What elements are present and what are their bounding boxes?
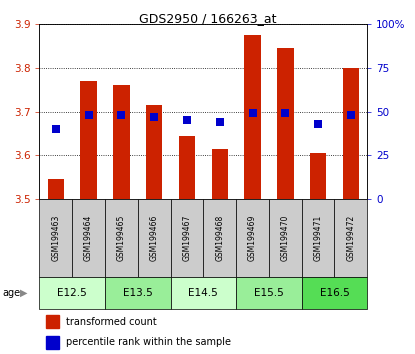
Text: E16.5: E16.5 [320, 288, 349, 298]
Bar [179, 136, 195, 199]
Text: transformed count: transformed count [66, 316, 156, 326]
Text: E12.5: E12.5 [57, 288, 87, 298]
Point [184, 118, 190, 123]
Text: GSM199467: GSM199467 [183, 215, 191, 261]
Text: GSM199471: GSM199471 [314, 215, 322, 261]
Bar [171, 199, 203, 277]
Text: age: age [2, 288, 20, 298]
Bar [269, 199, 302, 277]
Bar [113, 85, 129, 199]
Text: GSM199468: GSM199468 [215, 215, 224, 261]
Bar [105, 199, 138, 277]
Text: GSM199469: GSM199469 [248, 215, 257, 261]
Bar [212, 149, 228, 199]
Text: GSM199463: GSM199463 [51, 215, 60, 261]
Bar [46, 336, 59, 349]
Bar [171, 277, 236, 309]
Text: GSM199465: GSM199465 [117, 215, 126, 261]
Point [217, 119, 223, 125]
Bar [46, 315, 59, 328]
Text: GSM199470: GSM199470 [281, 215, 290, 261]
Point [315, 121, 321, 127]
Text: ▶: ▶ [20, 288, 27, 298]
Text: GSM199464: GSM199464 [84, 215, 93, 261]
Point [348, 112, 354, 118]
Text: percentile rank within the sample: percentile rank within the sample [66, 337, 231, 347]
Bar [310, 153, 326, 199]
Bar [203, 199, 236, 277]
Text: GSM199472: GSM199472 [347, 215, 355, 261]
Bar [236, 199, 269, 277]
Point [52, 126, 59, 132]
Text: E15.5: E15.5 [254, 288, 284, 298]
Point [85, 112, 92, 118]
Bar [81, 81, 97, 199]
Point [282, 110, 289, 116]
Point [151, 114, 158, 120]
Text: GSM199466: GSM199466 [150, 215, 159, 261]
Bar [277, 48, 293, 199]
Bar [334, 199, 367, 277]
Bar [302, 277, 367, 309]
Point [249, 110, 256, 116]
Text: GDS2950 / 166263_at: GDS2950 / 166263_at [139, 12, 276, 25]
Bar [48, 179, 64, 199]
Bar [302, 199, 334, 277]
Bar [146, 105, 162, 199]
Bar [105, 277, 171, 309]
Bar [39, 277, 105, 309]
Bar [72, 199, 105, 277]
Point [118, 112, 125, 118]
Bar [244, 35, 261, 199]
Bar [343, 68, 359, 199]
Text: E14.5: E14.5 [188, 288, 218, 298]
Bar [138, 199, 171, 277]
Bar [39, 199, 72, 277]
Text: E13.5: E13.5 [123, 288, 153, 298]
Bar [236, 277, 302, 309]
